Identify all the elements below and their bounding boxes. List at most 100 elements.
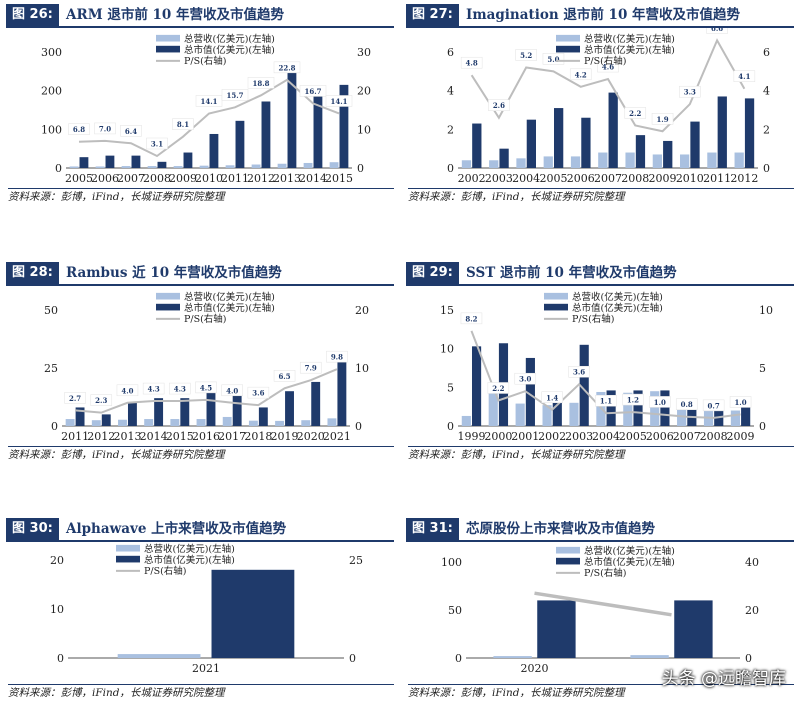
legend-label: 总营收(亿美元)(左轴) — [144, 543, 235, 555]
ps-label-text: 3.6 — [573, 368, 585, 377]
ps-data-label: 4.1 — [733, 70, 756, 82]
y2-tick-label: 40 — [745, 556, 759, 569]
ps-label-text: 8.2 — [465, 314, 477, 323]
bar-market-cap — [663, 140, 673, 168]
ps-data-label: 6.6 — [706, 28, 728, 34]
x-tick-label: 2002 — [458, 172, 486, 185]
y-tick-label: 5 — [447, 381, 454, 394]
ps-label-box — [169, 382, 191, 395]
bar-market-cap — [337, 351, 347, 426]
bar-revenue — [488, 388, 498, 426]
ps-label-text: 8.1 — [177, 120, 189, 129]
bar-market-cap — [258, 407, 268, 426]
ps-data-label: 1.9 — [651, 113, 674, 125]
ps-label-text: 3.6 — [252, 389, 264, 398]
bar-market-cap — [744, 98, 755, 168]
y-tick-label: 2 — [447, 123, 454, 136]
ps-data-label: 18.8 — [247, 77, 275, 89]
bar-revenue — [117, 654, 201, 658]
x-tick-label: 2007 — [673, 430, 701, 443]
x-tick-label: 2014 — [140, 430, 168, 443]
ps-label-box — [487, 382, 510, 394]
chart-fig30: 0 10 20 0 25 2021 总营收(亿美元)(左轴)总市值(亿美元)(左轴)P/S(… — [50, 543, 363, 675]
y-tick-label: 50 — [44, 304, 58, 317]
ps-label-box — [675, 398, 698, 410]
ps-data-label: 2.7 — [64, 392, 86, 404]
legend-label: 总市值(亿美元)(左轴) — [144, 554, 235, 566]
ps-label-text: 5.0 — [547, 55, 559, 64]
ps-label-box — [624, 107, 647, 119]
x-tick-label: 2008 — [143, 172, 171, 185]
y2-tick-label: 6 — [763, 46, 770, 59]
ps-label-box — [68, 123, 90, 135]
bar-revenue — [121, 166, 131, 168]
ps-label-box — [597, 60, 619, 73]
ps-data-label: 3.6 — [568, 365, 590, 378]
y2-tick-label: 5 — [759, 362, 766, 375]
ps-label-text: 4.3 — [174, 385, 186, 394]
ps-label-box — [273, 61, 301, 74]
ps-data-label: 4.0 — [221, 384, 243, 397]
y2-tick-label: 0 — [349, 652, 356, 665]
bar-revenue — [199, 165, 209, 168]
ps-data-label: 15.7 — [221, 89, 249, 101]
figure-label: 图 29: — [406, 262, 459, 284]
x-tick-label: 2012 — [87, 430, 115, 443]
ps-label-box — [514, 372, 537, 385]
watermark: 头条 @远瞻智库 — [661, 669, 786, 689]
bar-revenue — [598, 152, 608, 168]
ps-data-label: 8.2 — [460, 312, 483, 325]
figure-label: 图 31: — [406, 518, 459, 540]
x-tick-label: 2011 — [221, 172, 249, 185]
ps-label-text: 6.8 — [73, 125, 85, 134]
x-tick-label: 2011 — [703, 172, 731, 185]
ps-label-text: 2.2 — [629, 109, 641, 118]
bar-revenue — [461, 415, 471, 426]
ps-label-text: 1.4 — [546, 393, 558, 402]
bar-revenue — [91, 420, 101, 426]
figure-title: SST 退市前 10 年营收及市值趋势 — [466, 265, 677, 281]
legend-label: P/S(右轴) — [572, 313, 615, 325]
ps-line — [78, 78, 340, 158]
ps-label-text: 16.7 — [304, 87, 321, 96]
ps-data-label: 2.3 — [90, 394, 113, 406]
x-tick-label: 2020 — [297, 430, 325, 443]
bar-revenue — [147, 166, 157, 168]
x-tick-label: 2021 — [192, 662, 220, 675]
x-tick-label: 2003 — [565, 430, 593, 443]
legend-swatch-mcap — [156, 45, 180, 53]
ps-data-label: 9.8 — [326, 350, 348, 363]
legend-swatch-rev — [156, 292, 180, 300]
ps-label-box — [729, 396, 752, 408]
bar-market-cap — [206, 391, 216, 426]
bar-revenue — [516, 158, 526, 168]
ps-data-label: 8.1 — [172, 118, 194, 130]
legend: 总营收(亿美元)(左轴)总市值(亿美元)(左轴)P/S(右轴) — [156, 291, 275, 325]
y-tick-label: 50 — [448, 604, 462, 617]
figure-title-bar: 图 27: Imagination 退市前 10 年营收及市值趋势 — [406, 4, 794, 28]
bar-market-cap — [552, 395, 562, 426]
y2-tick-label: 20 — [745, 604, 759, 617]
bar-market-cap — [690, 121, 700, 168]
bar-market-cap — [311, 381, 321, 426]
y-tick-label: 100 — [41, 123, 62, 136]
figure-title: Alphawave 上市来营收及市值趋势 — [66, 521, 287, 537]
ps-line — [534, 591, 672, 617]
legend-swatch-rev — [156, 34, 180, 42]
ps-line — [470, 38, 746, 133]
ps-data-label: 7.0 — [94, 122, 116, 135]
x-tick-label: 2008 — [700, 430, 728, 443]
legend-label: 总营收(亿美元)(左轴) — [184, 33, 275, 45]
ps-label-text: 4.1 — [738, 72, 750, 81]
ps-data-label: 1.4 — [541, 391, 563, 404]
y2-tick-label: 30 — [357, 46, 371, 59]
ps-data-label: 1.1 — [595, 394, 617, 407]
bar-revenue — [677, 402, 687, 426]
ps-label-box — [146, 137, 168, 150]
ps-label-text: 2.6 — [493, 101, 505, 110]
y2-tick-label: 10 — [355, 362, 369, 375]
ps-label-text: 2.3 — [95, 396, 107, 405]
bar-market-cap — [285, 391, 294, 426]
ps-data-label: 4.6 — [597, 60, 619, 73]
x-tick-label: 2019 — [271, 430, 299, 443]
